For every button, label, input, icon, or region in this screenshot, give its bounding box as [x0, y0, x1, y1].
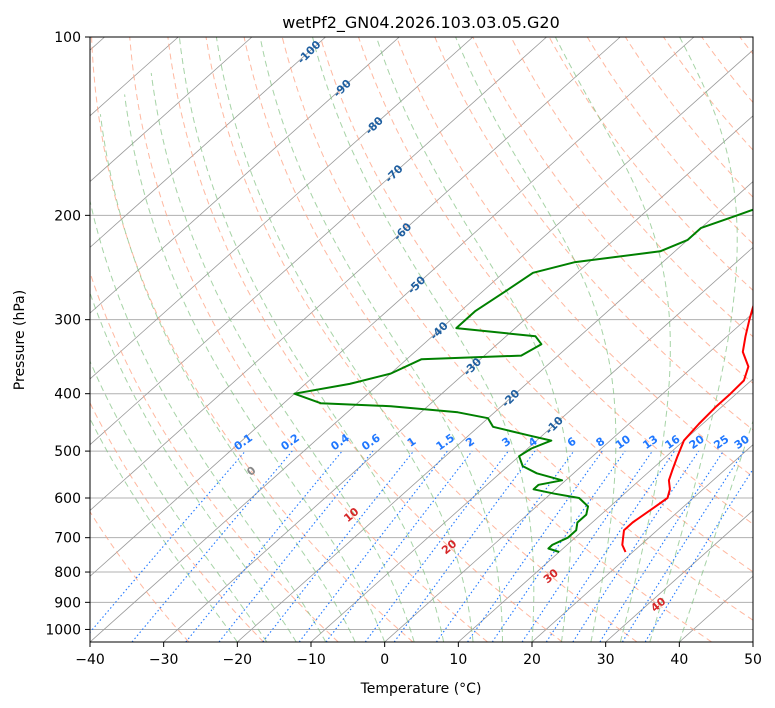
isotherm-line [90, 37, 400, 314]
y-tick-label: 800 [54, 565, 81, 581]
x-tick-label: 20 [523, 652, 541, 668]
x-tick-label: −10 [296, 652, 326, 668]
y-tick-label: 600 [54, 491, 81, 507]
isotherm-line [90, 37, 695, 577]
x-tick-label: −40 [75, 652, 105, 668]
mixing-ratio-line [325, 450, 473, 642]
moist-adiabat-line [649, 37, 738, 642]
isotherm-line [90, 37, 621, 511]
y-tick-label: 700 [54, 531, 81, 547]
moist-adiabat-line [90, 198, 327, 642]
moist-adiabat-line [150, 72, 415, 642]
moist-adiabat-line [375, 37, 572, 642]
y-tick-label: 900 [54, 595, 81, 611]
y-tick-label: 500 [54, 444, 81, 460]
dry-adiabat-line [90, 401, 264, 642]
x-axis-title: Temperature (°C) [360, 681, 482, 697]
moist-adiabat-line [90, 359, 268, 642]
isotherm-line [237, 181, 753, 642]
moist-adiabat-line [455, 37, 617, 642]
dry-adiabat-line [586, 37, 753, 245]
dry-adiabat-line [510, 37, 753, 338]
mixing-ratio-line [218, 450, 374, 642]
dry-adiabat-line [396, 37, 753, 478]
temperature-profile-line [621, 303, 753, 553]
dry-adiabat-line [434, 37, 753, 431]
isotherm-line [90, 49, 753, 642]
dry-adiabat-line [91, 37, 414, 642]
moist-adiabat-line [312, 37, 535, 642]
isotherm-line [605, 509, 753, 642]
moist-adiabat-line [259, 37, 503, 642]
y-axis-title: Pressure (hPa) [12, 290, 28, 390]
x-tick-label: −20 [223, 652, 253, 668]
isotherm-line [384, 312, 753, 642]
x-tick-label: 0 [380, 652, 389, 668]
moist-adiabat-line [215, 37, 474, 642]
profile-series-layer [293, 208, 753, 553]
isotherm-line [531, 444, 753, 642]
mixing-ratio-line [521, 450, 653, 642]
dry-adiabat-line [358, 37, 753, 525]
dry-adiabat-line [319, 37, 753, 573]
isotherm-line [163, 115, 753, 642]
y-tick-label: 200 [54, 208, 81, 224]
moist-adiabat-line [99, 114, 356, 642]
moist-adiabat-line [90, 417, 238, 642]
y-tick-label: 100 [54, 30, 81, 46]
dewpoint-profile-line [293, 208, 753, 553]
moist-adiabat-line [554, 37, 671, 642]
isotherm-line [90, 37, 547, 446]
moist-adiabat-line [90, 291, 297, 642]
y-axis: 100 200 300 400 500 600 700 800 900 1000 [45, 30, 90, 638]
x-tick-label: 50 [744, 652, 762, 668]
dry-adiabat-line [281, 37, 753, 621]
mixing-ratio-line [491, 450, 626, 642]
dry-adiabat-line [663, 37, 753, 151]
dry-adiabat-line [205, 37, 638, 642]
mixing-ratio-line [435, 450, 575, 642]
mixing-ratio-line [545, 450, 675, 642]
mixing-ratio-line [364, 450, 509, 642]
x-tick-label: −30 [149, 652, 179, 668]
moist-adiabat-line [678, 419, 753, 642]
plot-frame [89, 36, 754, 643]
y-tick-label: 400 [54, 387, 81, 403]
isotherm-line [90, 37, 474, 380]
x-tick-label: 10 [449, 652, 467, 668]
mixing-ratio-line [621, 450, 745, 642]
isotherm-line [90, 37, 326, 248]
dry-adiabat-line [129, 37, 488, 642]
x-tick-label: 40 [670, 652, 688, 668]
isotherm-line [458, 378, 753, 642]
y-tick-label: 300 [54, 313, 81, 329]
mixing-ratio-line [185, 450, 343, 642]
x-tick-label: 30 [597, 652, 615, 668]
mixing-ratio-line [393, 450, 536, 642]
mixing-ratio-line [131, 450, 293, 642]
isotherm-line [90, 37, 253, 183]
mixing-ratio-line [599, 450, 724, 642]
x-axis: −40 −30 −20 −10 0 10 20 30 40 50 [75, 642, 762, 668]
y-tick-label: 1000 [45, 622, 81, 638]
background-lines-layer [90, 37, 753, 642]
chart-title: wetPf2_GN04.2026.103.03.05.G20 [282, 13, 560, 33]
moist-adiabat-line [178, 37, 445, 642]
moist-adiabat-line [124, 94, 386, 642]
mixing-ratio-line [467, 450, 603, 642]
